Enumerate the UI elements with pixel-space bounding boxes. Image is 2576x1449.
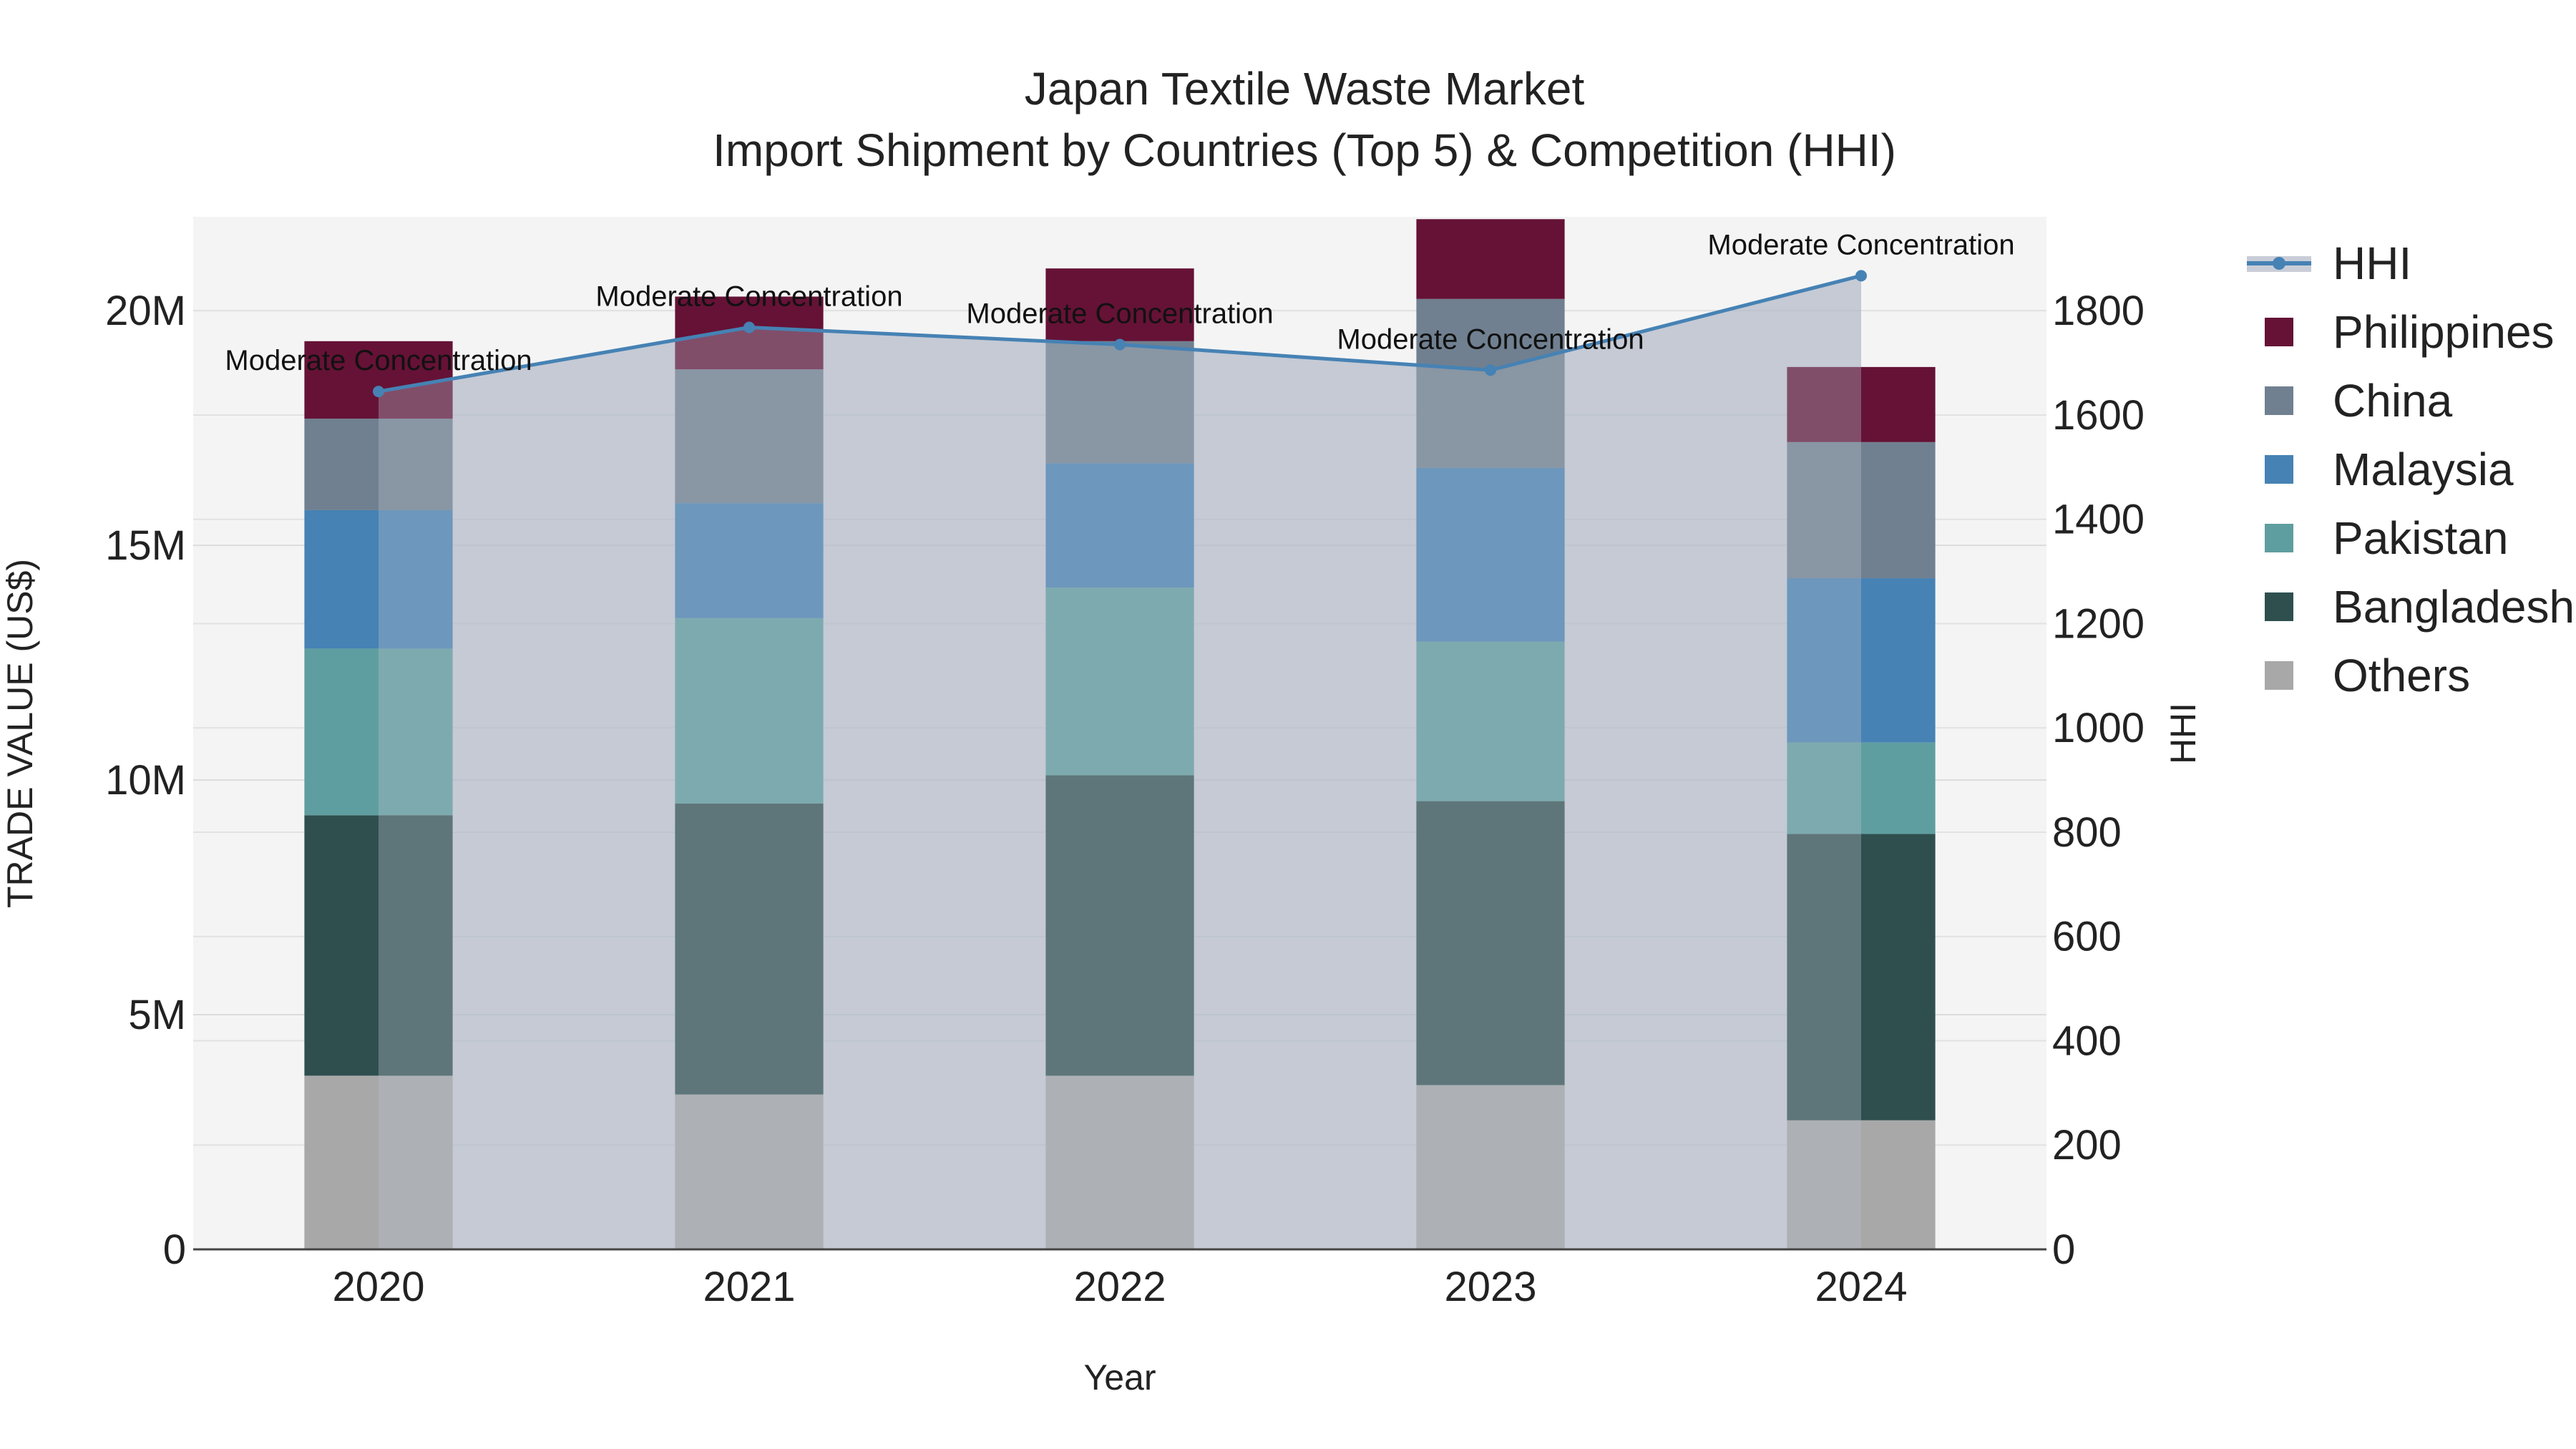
x-tick-label: 2020 <box>332 1264 424 1310</box>
bar-others-2020 <box>304 1075 453 1249</box>
bar-philippines-2023 <box>1416 219 1565 299</box>
hhi-point-2023 <box>1485 364 1496 376</box>
bar-malaysia-2021 <box>675 503 824 618</box>
bar-bangladesh-2024 <box>1787 834 1936 1121</box>
bar-pakistan-2021 <box>675 618 824 804</box>
chart-title: Japan Textile Waste Market <box>1025 63 1585 114</box>
hhi-annotation-2023: Moderate Concentration <box>1337 323 1644 355</box>
hhi-point-2021 <box>743 321 755 333</box>
y-tick-label: 10M <box>105 757 186 804</box>
legend-swatch-philippines <box>2265 318 2293 346</box>
bar-china-2020 <box>304 419 453 510</box>
y2-tick-label: 1200 <box>2052 600 2145 647</box>
x-tick-label: 2021 <box>703 1264 795 1310</box>
legend: HHI Philippines China Malaysia Pakistan Bangl… <box>2247 238 2575 701</box>
bar-philippines-2022 <box>1045 268 1194 341</box>
bar-philippines-2020 <box>304 341 453 419</box>
y-tick-label: 20M <box>105 288 186 334</box>
legend-label-bangladesh: Bangladesh <box>2333 581 2575 633</box>
bar-bangladesh-2022 <box>1045 775 1194 1076</box>
axes-layer: 0 5M 10M 15M 20M 0 200 400 600 800 1000 1200 1400 160… <box>105 288 2145 1310</box>
annotations-layer: Moderate Concentration Moderate Concentra… <box>225 229 2014 376</box>
bar-china-2021 <box>675 369 824 504</box>
bar-bangladesh-2021 <box>675 803 824 1095</box>
y2-tick-label: 1800 <box>2052 288 2145 334</box>
bar-bangladesh-2020 <box>304 815 453 1076</box>
legend-label-malaysia: Malaysia <box>2333 444 2514 495</box>
y-tick-label: 0 <box>163 1226 186 1273</box>
hhi-point-2024 <box>1855 270 1867 282</box>
legend-label-hhi: HHI <box>2333 238 2411 289</box>
y2-tick-label: 1400 <box>2052 497 2145 543</box>
x-tick-label: 2023 <box>1444 1264 1536 1310</box>
y2-tick-label: 200 <box>2052 1122 2122 1169</box>
legend-hhi-marker <box>2273 257 2285 270</box>
hhi-line-layer <box>373 270 1867 1249</box>
legend-swatch-malaysia <box>2265 455 2293 484</box>
hhi-annotation-2022: Moderate Concentration <box>966 298 1273 330</box>
bar-malaysia-2023 <box>1416 467 1565 642</box>
hhi-point-2020 <box>373 386 384 398</box>
x-axis-label: Year <box>1083 1357 1156 1397</box>
bar-others-2023 <box>1416 1085 1565 1249</box>
legend-swatch-bangladesh <box>2265 592 2293 621</box>
hhi-annotation-2020: Moderate Concentration <box>225 345 532 376</box>
bar-bangladesh-2023 <box>1416 801 1565 1085</box>
y2-tick-label: 1000 <box>2052 705 2145 751</box>
bar-pakistan-2024 <box>1787 742 1936 834</box>
bar-china-2024 <box>1787 441 1936 579</box>
y2-tick-label: 400 <box>2052 1018 2122 1064</box>
legend-swatch-pakistan <box>2265 524 2293 552</box>
x-tick-label: 2022 <box>1073 1264 1166 1310</box>
bar-others-2021 <box>675 1094 824 1249</box>
y2-tick-label: 1600 <box>2052 392 2145 439</box>
hhi-point-2022 <box>1114 338 1126 351</box>
legend-label-china: China <box>2333 375 2453 426</box>
bar-others-2024 <box>1787 1120 1936 1249</box>
y2-tick-label: 800 <box>2052 809 2122 856</box>
y2-axis-label: HHI <box>2163 703 2203 764</box>
legend-label-pakistan: Pakistan <box>2333 512 2508 564</box>
legend-swatch-others <box>2265 661 2293 690</box>
legend-label-philippines: Philippines <box>2333 306 2555 358</box>
legend-swatch-china <box>2265 386 2293 415</box>
bar-others-2022 <box>1045 1075 1194 1249</box>
y-tick-label: 5M <box>128 992 186 1038</box>
chart-subtitle: Import Shipment by Countries (Top 5) & C… <box>713 125 1896 176</box>
legend-label-others: Others <box>2333 650 2470 701</box>
x-tick-label: 2024 <box>1815 1264 1907 1310</box>
bar-pakistan-2023 <box>1416 641 1565 801</box>
y2-tick-label: 0 <box>2052 1226 2075 1273</box>
hhi-annotation-2024: Moderate Concentration <box>1707 229 2014 260</box>
bar-pakistan-2020 <box>304 648 453 816</box>
bar-malaysia-2024 <box>1787 578 1936 743</box>
y2-tick-label: 600 <box>2052 914 2122 960</box>
y-axis-label: TRADE VALUE (US$) <box>0 559 40 908</box>
hhi-area-overlay <box>379 275 1861 1249</box>
bar-china-2023 <box>1416 298 1565 468</box>
bar-malaysia-2022 <box>1045 463 1194 588</box>
bar-china-2022 <box>1045 341 1194 464</box>
hhi-annotation-2021: Moderate Concentration <box>595 281 902 313</box>
bar-philippines-2024 <box>1787 366 1936 442</box>
bars-layer <box>304 219 1936 1249</box>
y-tick-label: 15M <box>105 522 186 569</box>
bar-pakistan-2022 <box>1045 587 1194 776</box>
bar-malaysia-2020 <box>304 509 453 649</box>
